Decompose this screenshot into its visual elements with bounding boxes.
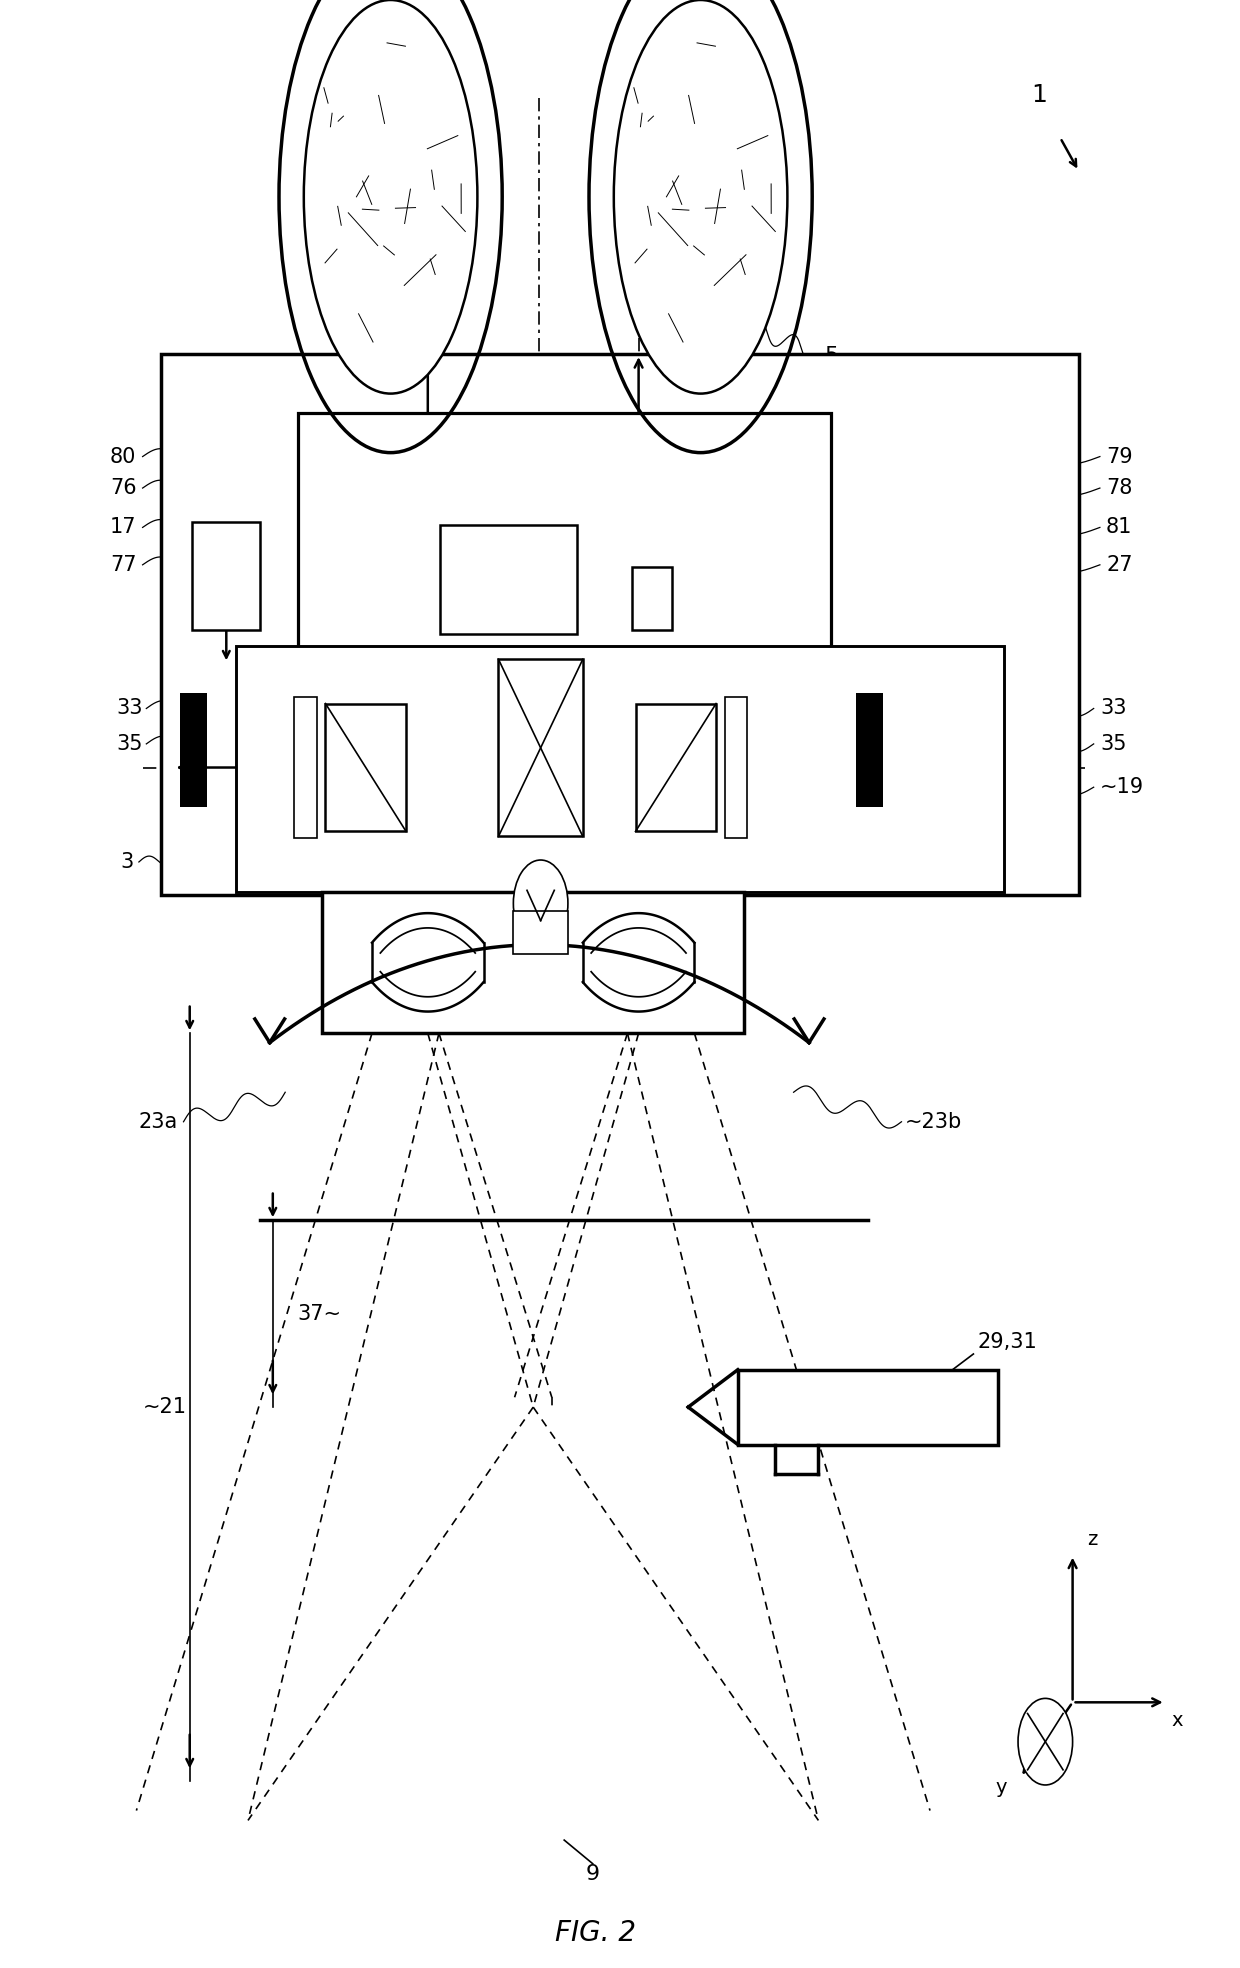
Ellipse shape [614,0,787,394]
Text: 76a: 76a [520,663,559,683]
Text: 83: 83 [575,935,603,954]
Text: 79: 79 [1106,447,1132,466]
Text: 33: 33 [117,699,143,718]
Bar [440,525,577,634]
Text: 81: 81 [1106,518,1132,537]
Bar [180,693,207,807]
Text: 76: 76 [110,478,136,498]
Text: 35: 35 [1100,734,1126,754]
Text: 9: 9 [585,1864,600,1883]
Bar [513,911,568,954]
Text: 78: 78 [1106,478,1132,498]
Bar [161,354,1079,895]
Text: 33: 33 [1100,699,1126,718]
Bar [298,413,831,649]
Bar [294,697,316,838]
Bar [498,659,583,836]
Bar [325,703,405,830]
Text: 35: 35 [117,734,143,754]
Text: 5: 5 [825,346,838,366]
Text: 37~: 37~ [298,1303,341,1324]
Text: ~21: ~21 [143,1397,186,1417]
Text: ~19: ~19 [1100,777,1145,797]
Text: 77: 77 [110,555,136,575]
Text: 1: 1 [1032,83,1047,108]
Bar [856,693,883,807]
Bar [725,697,748,838]
Text: ~23b: ~23b [905,1112,962,1132]
Bar [192,522,260,630]
Text: 29,31: 29,31 [977,1332,1037,1352]
Text: z: z [1087,1529,1097,1549]
Text: x: x [1172,1710,1183,1730]
Bar [236,646,1004,892]
Text: 17: 17 [110,518,136,537]
Text: 23a: 23a [138,1112,177,1132]
Circle shape [1018,1698,1073,1785]
Bar [322,892,744,1033]
Text: 3: 3 [120,852,134,872]
Bar [632,567,672,630]
Ellipse shape [304,0,477,394]
Circle shape [513,860,568,947]
Bar [636,703,717,830]
Bar [738,1370,998,1445]
Text: FIG. 2: FIG. 2 [554,1919,636,1946]
Text: 80: 80 [110,447,136,466]
Text: 27: 27 [1106,555,1132,575]
Text: y: y [996,1777,1007,1797]
